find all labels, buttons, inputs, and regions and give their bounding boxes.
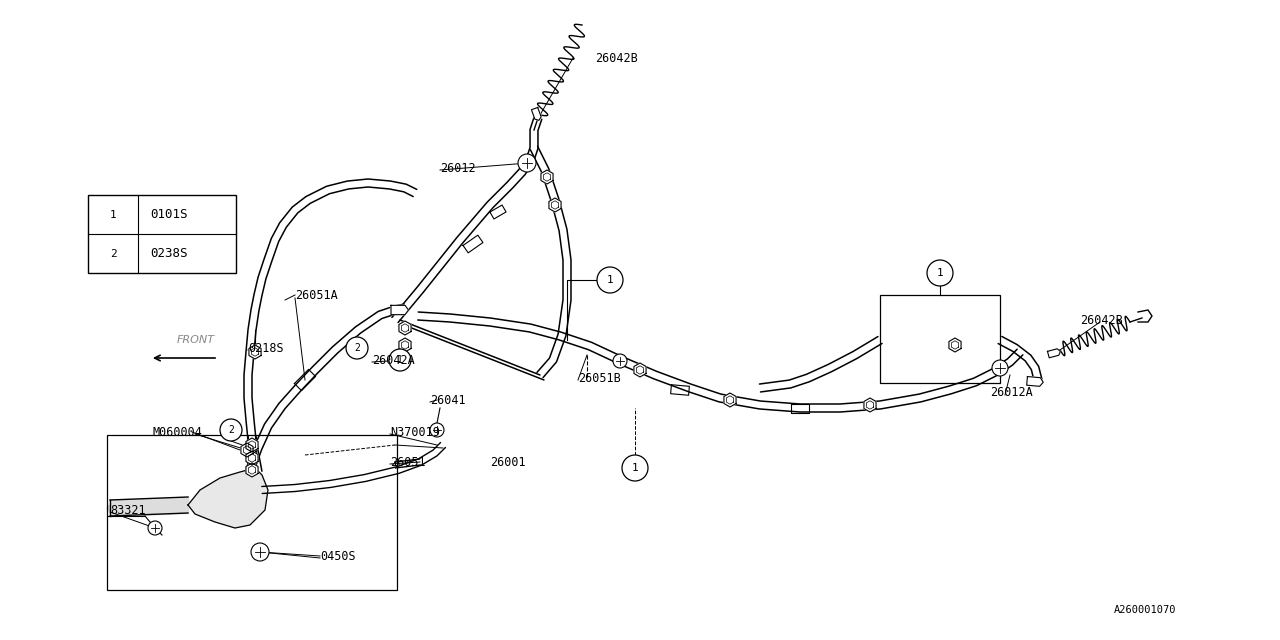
- Polygon shape: [248, 345, 261, 359]
- Circle shape: [251, 543, 269, 561]
- Text: 26042B: 26042B: [595, 51, 637, 65]
- Text: 1: 1: [631, 463, 639, 473]
- Text: 26051B: 26051B: [579, 371, 621, 385]
- Circle shape: [927, 260, 954, 286]
- Polygon shape: [241, 443, 253, 457]
- Polygon shape: [1027, 376, 1043, 387]
- Text: 26051A: 26051A: [294, 289, 338, 301]
- Text: 26001: 26001: [490, 456, 526, 468]
- Circle shape: [992, 360, 1009, 376]
- Circle shape: [518, 154, 536, 172]
- Text: 1: 1: [397, 355, 403, 365]
- Text: 26012A: 26012A: [989, 385, 1033, 399]
- Polygon shape: [399, 338, 411, 352]
- Polygon shape: [246, 438, 259, 452]
- Circle shape: [622, 455, 648, 481]
- Text: 26012: 26012: [440, 161, 476, 175]
- Polygon shape: [531, 108, 541, 120]
- Polygon shape: [864, 398, 876, 412]
- Text: A260001070: A260001070: [1114, 605, 1176, 615]
- Polygon shape: [399, 321, 411, 335]
- Text: 26051: 26051: [390, 456, 426, 468]
- Polygon shape: [724, 393, 736, 407]
- Polygon shape: [188, 468, 268, 528]
- Polygon shape: [549, 198, 561, 212]
- Polygon shape: [541, 170, 553, 184]
- Text: 2: 2: [110, 248, 116, 259]
- Circle shape: [220, 419, 242, 441]
- Text: 1: 1: [937, 268, 943, 278]
- Bar: [881, 295, 1000, 383]
- Circle shape: [99, 239, 128, 269]
- Polygon shape: [246, 451, 259, 465]
- Circle shape: [389, 349, 411, 371]
- Text: 26042B: 26042B: [1080, 314, 1123, 326]
- Text: 1: 1: [110, 209, 116, 220]
- Text: 83321: 83321: [110, 504, 146, 516]
- Polygon shape: [634, 363, 646, 377]
- Circle shape: [430, 423, 444, 437]
- Polygon shape: [390, 305, 408, 315]
- Text: 2: 2: [228, 425, 234, 435]
- Bar: [88, 195, 236, 273]
- Text: N370019: N370019: [390, 426, 440, 438]
- Text: FRONT: FRONT: [177, 335, 215, 345]
- Text: 26042A: 26042A: [372, 353, 415, 367]
- Polygon shape: [948, 338, 961, 352]
- Polygon shape: [246, 463, 259, 477]
- Polygon shape: [1047, 349, 1060, 358]
- Bar: [108, 435, 397, 590]
- Text: 0238S: 0238S: [150, 247, 187, 260]
- Text: 0218S: 0218S: [248, 342, 284, 355]
- Circle shape: [148, 521, 163, 535]
- Circle shape: [346, 337, 369, 359]
- Text: M060004: M060004: [152, 426, 202, 438]
- Circle shape: [613, 354, 627, 368]
- Circle shape: [99, 200, 128, 230]
- Text: 26041: 26041: [430, 394, 466, 406]
- Text: 0101S: 0101S: [150, 208, 187, 221]
- Text: 1: 1: [607, 275, 613, 285]
- Circle shape: [596, 267, 623, 293]
- Text: 2: 2: [355, 343, 360, 353]
- Text: 0450S: 0450S: [320, 550, 356, 563]
